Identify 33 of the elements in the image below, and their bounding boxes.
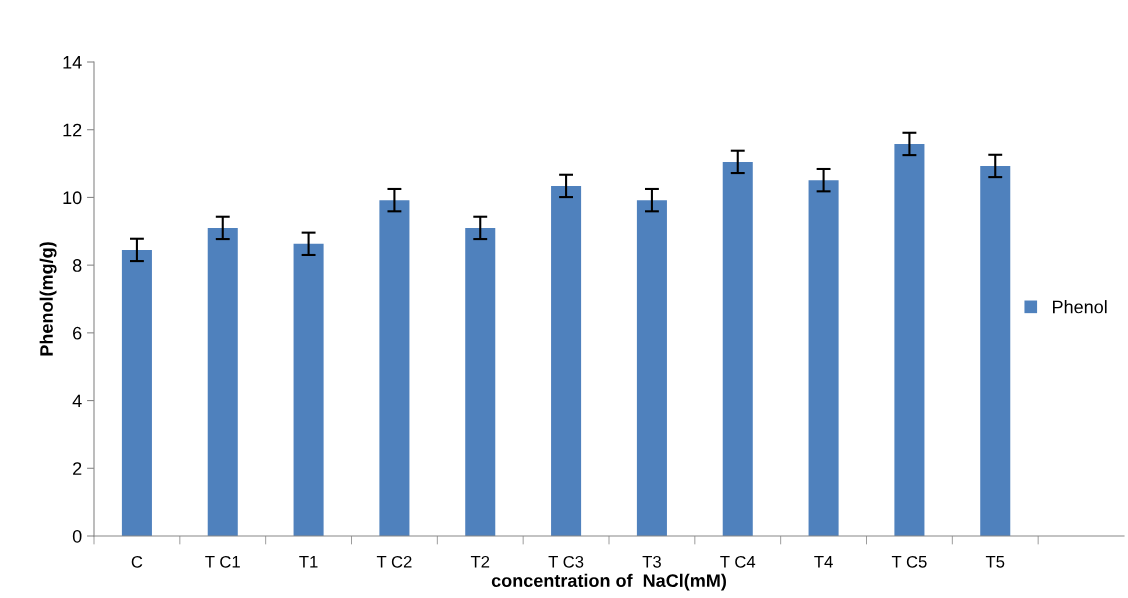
bar	[980, 165, 1011, 536]
x-tick-label: T C3	[548, 555, 584, 568]
bar	[636, 200, 667, 536]
y-tick-label: 12	[63, 123, 82, 137]
x-tick-label: T C1	[205, 555, 240, 568]
bar	[379, 200, 410, 536]
bar	[894, 143, 925, 536]
bar	[465, 227, 496, 536]
y-tick-label: 6	[73, 326, 82, 340]
x-tick-label: T5	[985, 556, 1005, 568]
y-tick-label: 10	[63, 191, 82, 205]
bar	[808, 180, 839, 536]
x-tick-label: T4	[814, 556, 833, 568]
bar	[722, 161, 753, 536]
bar	[207, 227, 238, 536]
x-tick-label: T C5	[891, 555, 927, 568]
x-axis-title: concentration of NaCl(mM)	[491, 573, 726, 591]
y-tick-label: 0	[72, 529, 82, 543]
y-tick-label: 2	[73, 462, 82, 475]
x-tick-label: C	[131, 555, 143, 568]
x-tick-label: T3	[642, 555, 661, 568]
bar	[293, 243, 324, 536]
x-tick-label: T C4	[720, 555, 756, 568]
x-tick-label: T C2	[376, 555, 412, 568]
y-tick-label: 14	[63, 56, 82, 69]
y-axis-title: Phenol(mg/g)	[39, 242, 57, 356]
bar	[551, 185, 582, 536]
y-tick-label: 8	[72, 259, 82, 272]
x-tick-label: T1	[299, 556, 318, 568]
x-tick-label: T2	[470, 555, 490, 568]
y-tick-label: 4	[72, 394, 82, 408]
legend-label: Phenol	[1053, 300, 1107, 314]
bar	[121, 249, 152, 536]
